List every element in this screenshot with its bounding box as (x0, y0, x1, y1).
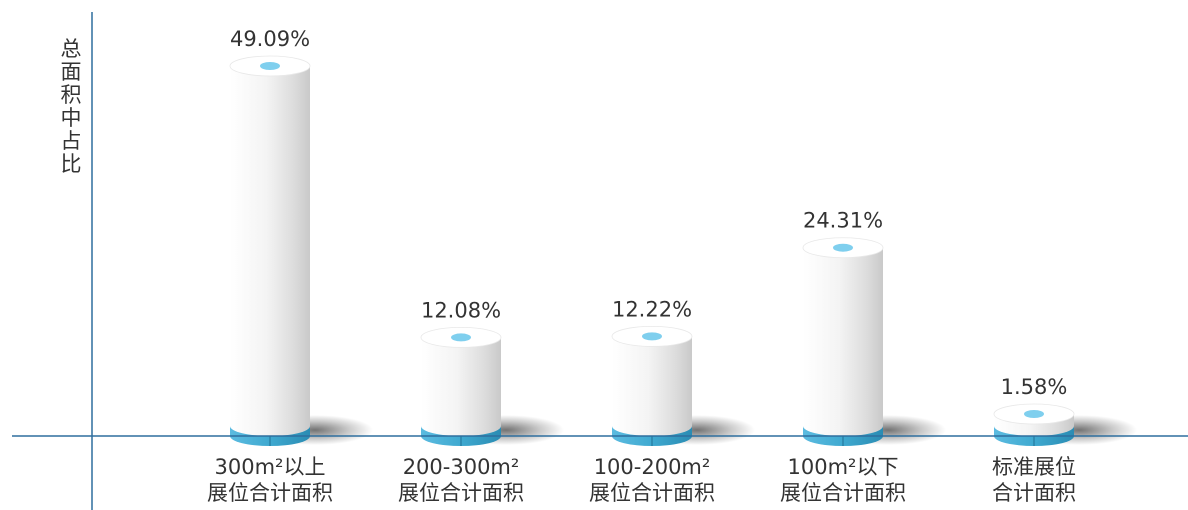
x-tick-label: 200-300m² 展位合计面积 (366, 454, 556, 506)
x-tick-label-line: 200-300m² (402, 455, 520, 479)
data-label: 12.22% (612, 297, 692, 321)
bar-cylinder (611, 325, 693, 446)
bar-top-dot (642, 332, 662, 341)
x-tick-label-line: 合计面积 (992, 481, 1076, 505)
x-tick-label-line: 300m²以上 (214, 455, 326, 479)
data-label: 24.31% (803, 209, 883, 233)
bar-body (230, 66, 310, 436)
x-tick-label-line: 100-200m² (593, 455, 711, 479)
y-axis-label: 总面积中占比 (60, 37, 82, 176)
x-tick-label: 300m²以上 展位合计面积 (175, 454, 365, 506)
bar-body (421, 337, 501, 436)
x-tick-label-line: 100m²以下 (787, 455, 899, 479)
bar-cylinder (229, 55, 311, 446)
x-tick-label: 100m²以下 展位合计面积 (748, 454, 938, 506)
bar-cylinder (993, 403, 1075, 446)
x-tick-label-line: 展位合计面积 (398, 481, 524, 505)
bar-top-dot (260, 62, 280, 70)
bar-body (612, 336, 692, 436)
x-tick-label: 标准展位 合计面积 (939, 454, 1129, 506)
bar-cylinder (802, 237, 884, 446)
bar-top-dot (451, 333, 471, 342)
bar-top-dot (833, 243, 853, 252)
bar-top-dot (1024, 410, 1044, 418)
x-tick-label-line: 展位合计面积 (207, 481, 333, 505)
bar-body (803, 247, 883, 436)
data-label: 12.08% (421, 298, 501, 322)
x-tick-label: 100-200m² 展位合计面积 (557, 454, 747, 506)
bar-cylinder (420, 327, 502, 446)
data-label: 49.09% (230, 27, 310, 51)
data-label: 1.58% (1001, 375, 1068, 399)
x-tick-label-line: 展位合计面积 (589, 481, 715, 505)
x-tick-label-line: 展位合计面积 (780, 481, 906, 505)
x-tick-label-line: 标准展位 (992, 455, 1076, 479)
